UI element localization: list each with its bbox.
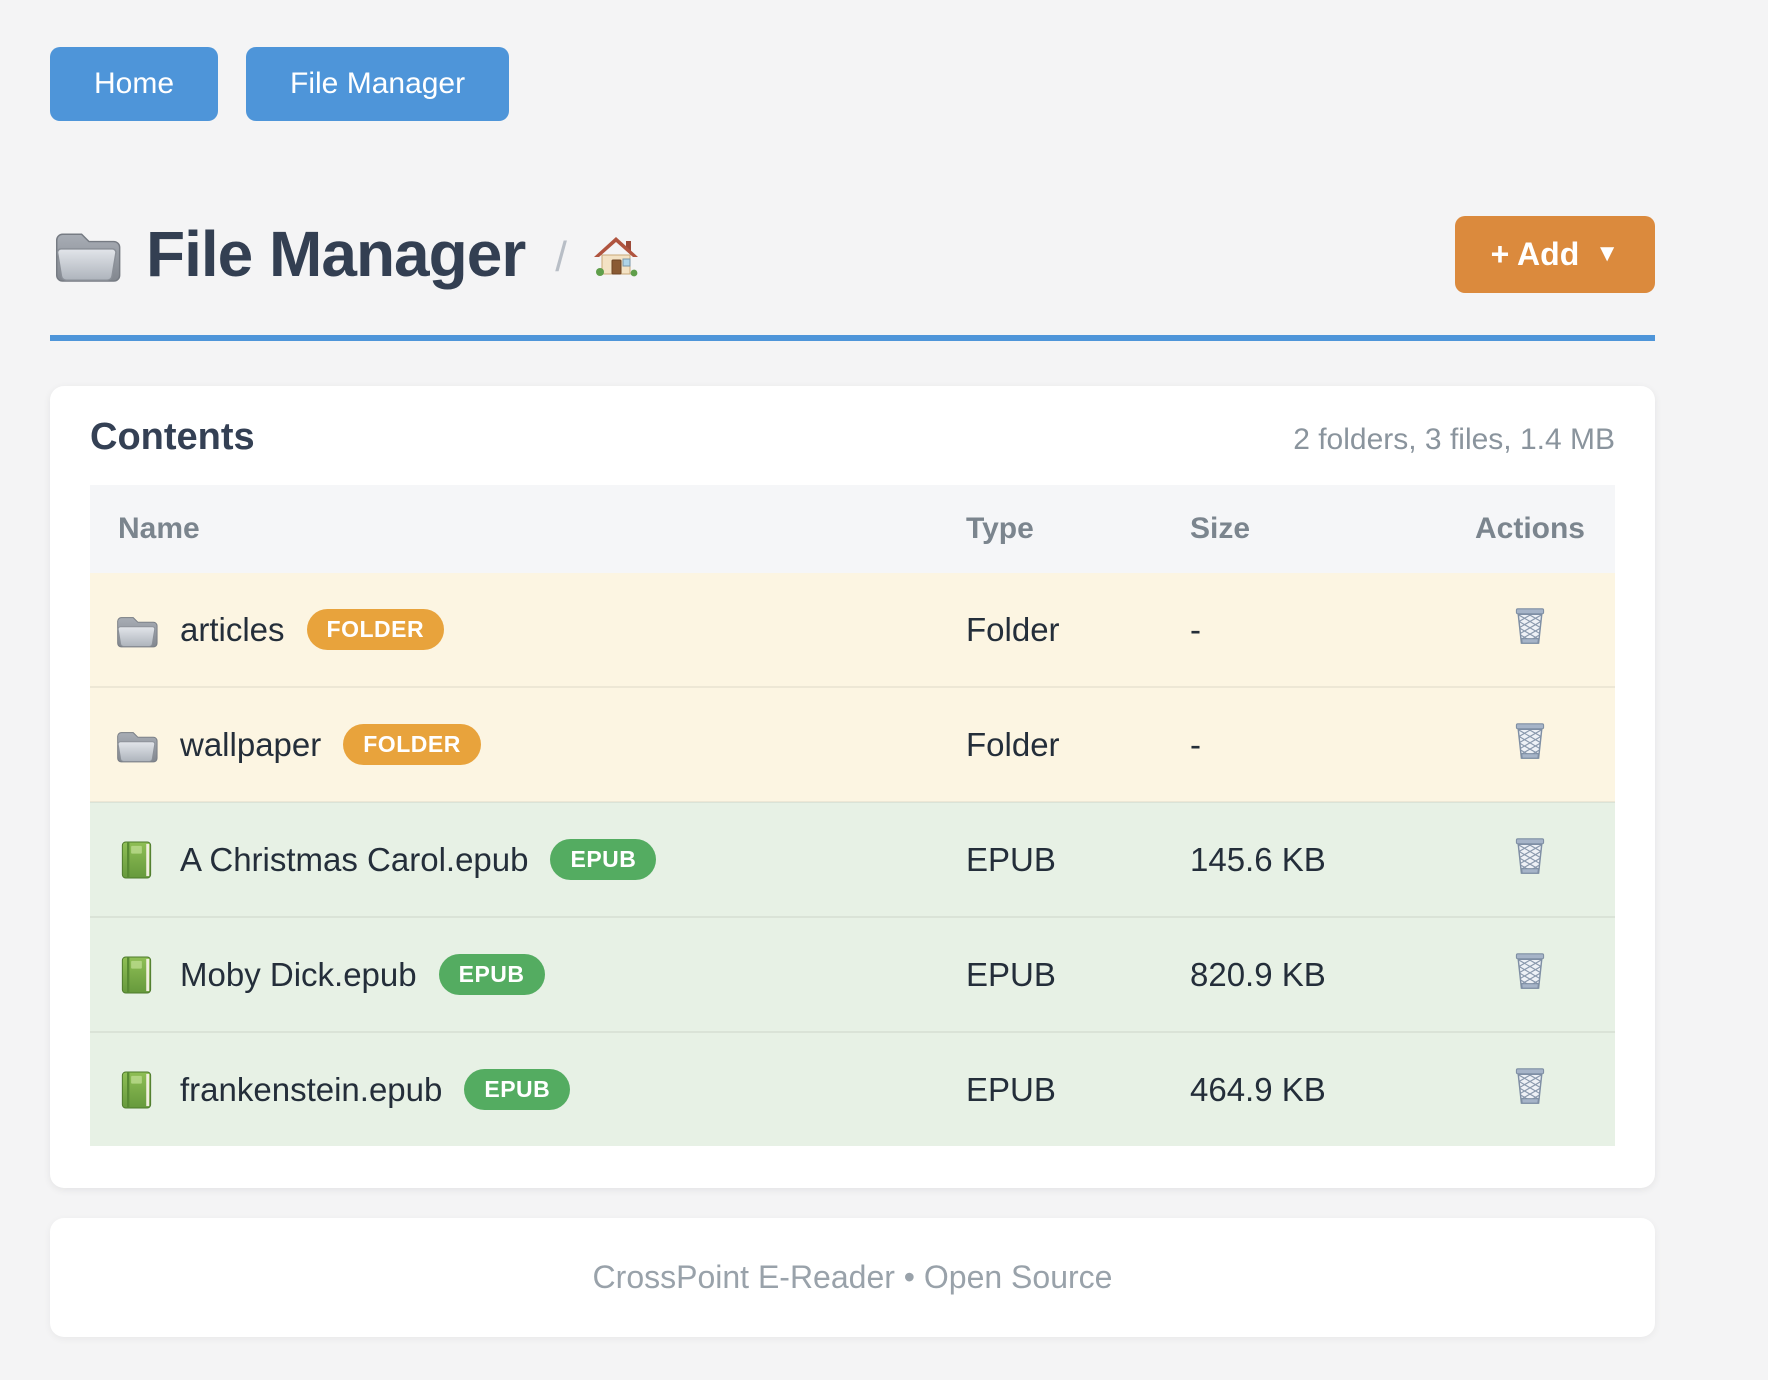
footer-text: CrossPoint E-Reader • Open Source bbox=[592, 1259, 1113, 1295]
file-name: wallpaper bbox=[180, 725, 322, 763]
file-type-badge: FOLDER bbox=[343, 724, 481, 765]
file-name: A Christmas Carol.epub bbox=[180, 840, 529, 878]
delete-button[interactable] bbox=[1511, 720, 1549, 762]
table-row[interactable]: frankenstein.epub EPUB EPUB 464.9 KB bbox=[90, 1031, 1615, 1146]
file-type-badge: FOLDER bbox=[306, 609, 445, 650]
delete-button[interactable] bbox=[1511, 835, 1549, 877]
file-type-badge: EPUB bbox=[464, 1069, 571, 1110]
file-name: articles bbox=[180, 610, 285, 648]
trash-icon bbox=[1511, 835, 1549, 877]
trash-icon bbox=[1511, 605, 1549, 647]
column-header-size: Size bbox=[1190, 485, 1445, 573]
add-button-label: + Add bbox=[1490, 235, 1580, 272]
page-header: File Manager / + Add ▼ bbox=[50, 199, 1655, 309]
table-row[interactable]: wallpaper FOLDER Folder - bbox=[90, 686, 1615, 802]
table-row[interactable]: articles FOLDER Folder - bbox=[90, 573, 1615, 687]
chevron-down-icon: ▼ bbox=[1595, 240, 1619, 267]
add-button[interactable]: + Add ▼ bbox=[1454, 215, 1655, 293]
column-header-name: Name bbox=[90, 485, 966, 573]
trash-icon bbox=[1511, 950, 1549, 992]
delete-button[interactable] bbox=[1511, 950, 1549, 992]
book-icon bbox=[121, 955, 152, 994]
breadcrumb-home-link[interactable] bbox=[593, 235, 639, 279]
house-icon bbox=[593, 236, 639, 277]
page: Home File Manager File Manager / + Add ▼… bbox=[50, 0, 1655, 1337]
folder-icon bbox=[117, 616, 158, 647]
trash-icon bbox=[1511, 1065, 1549, 1107]
footer: CrossPoint E-Reader • Open Source bbox=[50, 1218, 1655, 1337]
file-name: Moby Dick.epub bbox=[180, 955, 417, 993]
contents-card-header: Contents 2 folders, 3 files, 1.4 MB bbox=[90, 416, 1615, 459]
top-nav: Home File Manager bbox=[50, 47, 1655, 121]
file-size-cell: 464.9 KB bbox=[1190, 1031, 1445, 1146]
contents-summary: 2 folders, 3 files, 1.4 MB bbox=[1293, 423, 1615, 456]
trash-icon bbox=[1511, 720, 1549, 762]
table-body: articles FOLDER Folder - wallpaper FOLDE… bbox=[90, 573, 1615, 1146]
file-type-cell: Folder bbox=[966, 686, 1190, 802]
nav-file-manager-button[interactable]: File Manager bbox=[246, 47, 510, 121]
book-icon bbox=[121, 1070, 152, 1109]
file-size-cell: - bbox=[1190, 686, 1445, 802]
delete-button[interactable] bbox=[1511, 1065, 1549, 1107]
file-type-cell: EPUB bbox=[966, 801, 1190, 917]
delete-button[interactable] bbox=[1511, 605, 1549, 647]
table-row[interactable]: A Christmas Carol.epub EPUB EPUB 145.6 K… bbox=[90, 801, 1615, 917]
title-divider bbox=[50, 335, 1655, 341]
table-row[interactable]: Moby Dick.epub EPUB EPUB 820.9 KB bbox=[90, 916, 1615, 1032]
file-size-cell: 820.9 KB bbox=[1190, 916, 1445, 1032]
breadcrumb-separator: / bbox=[555, 233, 567, 280]
file-type-badge: EPUB bbox=[438, 954, 545, 995]
contents-title: Contents bbox=[90, 416, 255, 458]
file-type-cell: Folder bbox=[966, 573, 1190, 687]
contents-card: Contents 2 folders, 3 files, 1.4 MB Name… bbox=[50, 386, 1655, 1188]
page-title: File Manager bbox=[146, 218, 526, 290]
file-size-cell: 145.6 KB bbox=[1190, 801, 1445, 917]
file-size-cell: - bbox=[1190, 573, 1445, 687]
column-header-type: Type bbox=[966, 485, 1190, 573]
folder-icon bbox=[56, 233, 121, 282]
column-header-actions: Actions bbox=[1445, 485, 1615, 573]
file-type-badge: EPUB bbox=[550, 839, 657, 880]
book-icon bbox=[121, 840, 152, 879]
nav-home-button[interactable]: Home bbox=[50, 47, 219, 121]
file-table-head: Name Type Size Actions bbox=[90, 485, 1615, 573]
file-name: frankenstein.epub bbox=[180, 1070, 443, 1108]
file-table: Name Type Size Actions articles FOLDER F… bbox=[90, 485, 1615, 1146]
folder-icon bbox=[117, 731, 158, 762]
file-type-cell: EPUB bbox=[966, 1031, 1190, 1146]
file-type-cell: EPUB bbox=[966, 916, 1190, 1032]
